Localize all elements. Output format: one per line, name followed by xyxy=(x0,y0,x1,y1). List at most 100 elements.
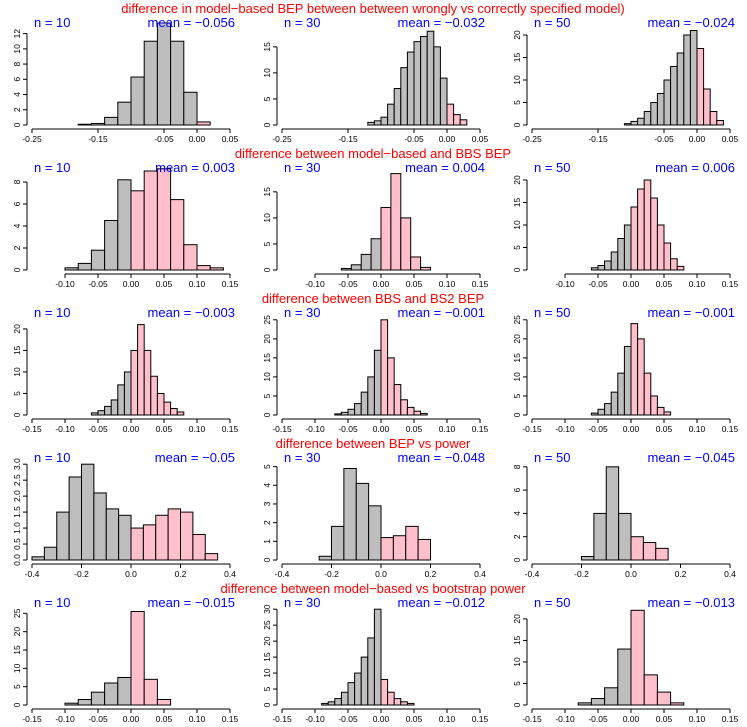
x-tick-label: 0.15 xyxy=(722,714,739,724)
histogram-bar xyxy=(618,512,632,561)
y-tick-label: 20 xyxy=(512,614,522,624)
y-tick-label: 12 xyxy=(12,29,22,39)
mean-label: mean = −0.015 xyxy=(148,595,235,610)
x-tick-label: 0.15 xyxy=(472,714,489,724)
x-tick-label: 0.00 xyxy=(439,134,456,144)
histogram-bar xyxy=(347,682,356,706)
histogram-bar xyxy=(368,505,382,561)
x-tick-label: -0.15 xyxy=(272,714,292,724)
y-tick-label: 5 xyxy=(262,464,272,469)
y-tick-label: 0 xyxy=(12,122,22,127)
y-tick-label: 2 xyxy=(262,520,272,525)
histogram-bar xyxy=(90,691,106,706)
histogram-bar xyxy=(142,524,157,561)
histogram-bar xyxy=(156,392,165,416)
x-tick-label: -0.4 xyxy=(525,569,540,579)
histogram-bar xyxy=(350,264,362,271)
histogram-bar xyxy=(209,267,224,271)
x-tick-label: -0.05 xyxy=(88,714,108,724)
histogram-bar xyxy=(663,242,672,271)
x-tick-label: 0.05 xyxy=(156,714,173,724)
histogram-bar xyxy=(167,508,182,561)
y-tick-label: 0 xyxy=(262,702,272,707)
y-tick-label: 20 xyxy=(12,627,22,637)
sample-size-label: n = 50 xyxy=(534,305,571,320)
x-tick-label: -0.05 xyxy=(588,714,608,724)
histogram-bar xyxy=(77,262,92,271)
x-tick-label: 0.10 xyxy=(439,424,456,434)
histogram-bar xyxy=(355,482,370,561)
x-tick-label: -0.4 xyxy=(25,569,40,579)
histogram-bar xyxy=(137,324,145,416)
histogram-bar xyxy=(170,40,185,126)
y-tick-label: 15 xyxy=(512,53,522,63)
histogram-bar xyxy=(623,123,632,126)
histogram-bar xyxy=(367,121,375,126)
histogram-bar xyxy=(716,120,724,126)
histogram-bar xyxy=(360,391,369,416)
histogram-bar xyxy=(577,702,592,706)
y-tick-label: 10 xyxy=(262,372,272,382)
y-tick-label: 0 xyxy=(512,122,522,127)
y-tick-label: 5 xyxy=(12,684,22,689)
histogram-bar xyxy=(196,265,211,271)
histogram-bar xyxy=(183,91,198,126)
histogram-bar xyxy=(123,371,132,416)
y-tick-label: 10 xyxy=(12,663,22,673)
x-tick-label: 0.0 xyxy=(375,569,387,579)
x-tick-label: -0.05 xyxy=(338,714,358,724)
y-tick-label: 0 xyxy=(512,267,522,272)
histogram-bar xyxy=(656,406,665,416)
y-tick-label: 1.5 xyxy=(12,506,22,518)
mean-label: mean = −0.003 xyxy=(148,305,235,320)
histogram-bar xyxy=(387,103,395,126)
x-tick-label: 0.15 xyxy=(222,424,239,434)
y-tick-label: 10 xyxy=(12,44,22,54)
histogram-bar xyxy=(143,170,158,271)
y-tick-label: 4 xyxy=(512,511,522,516)
sample-size-label: n = 50 xyxy=(534,595,571,610)
y-tick-label: 5 xyxy=(512,100,522,105)
histogram-bar xyxy=(683,34,691,126)
y-tick-label: 5 xyxy=(512,245,522,250)
histogram-bar xyxy=(90,122,106,126)
histogram-bar xyxy=(420,266,432,271)
histogram-bar xyxy=(104,220,119,271)
x-tick-label: -0.10 xyxy=(305,424,325,434)
histogram-bar xyxy=(143,678,158,706)
x-tick-label: 0.2 xyxy=(425,569,437,579)
histogram-bar xyxy=(617,648,632,706)
y-tick-label: 0 xyxy=(12,412,22,417)
row-title: difference between model−based and BBS B… xyxy=(235,146,511,161)
y-tick-label: 20 xyxy=(262,636,272,646)
x-tick-label: 0.10 xyxy=(689,424,706,434)
x-tick-label: -0.05 xyxy=(88,424,108,434)
histogram-bar xyxy=(150,375,158,416)
histogram-bar xyxy=(406,702,415,706)
mean-label: mean = −0.013 xyxy=(648,595,735,610)
y-tick-label: 3 xyxy=(262,501,272,506)
mean-label: mean = −0.001 xyxy=(398,305,485,320)
histogram-bar xyxy=(163,401,172,416)
histogram-bar xyxy=(581,556,595,561)
y-tick-label: 10 xyxy=(262,213,272,223)
y-tick-label: 6 xyxy=(12,201,22,206)
y-tick-label: 1 xyxy=(262,539,272,544)
x-tick-label: 0.15 xyxy=(472,279,489,289)
histogram-bar xyxy=(64,267,79,271)
histogram-bar xyxy=(130,190,145,271)
histogram-bar xyxy=(630,206,639,271)
x-tick-label: 0.10 xyxy=(689,714,706,724)
histogram-bar xyxy=(155,514,169,561)
x-tick-label: 0.2 xyxy=(175,569,187,579)
histogram-bar xyxy=(696,48,705,126)
y-tick-label: 15 xyxy=(512,198,522,208)
x-tick-label: -0.25 xyxy=(22,134,42,144)
x-tick-label: -0.15 xyxy=(272,424,292,434)
x-tick-label: 0.2 xyxy=(675,569,687,579)
histogram-bar xyxy=(650,102,658,126)
mean-label: mean = 0.006 xyxy=(655,160,735,175)
x-tick-label: 0.00 xyxy=(373,714,390,724)
histogram-bar xyxy=(446,103,455,126)
histogram-bar xyxy=(413,41,422,126)
